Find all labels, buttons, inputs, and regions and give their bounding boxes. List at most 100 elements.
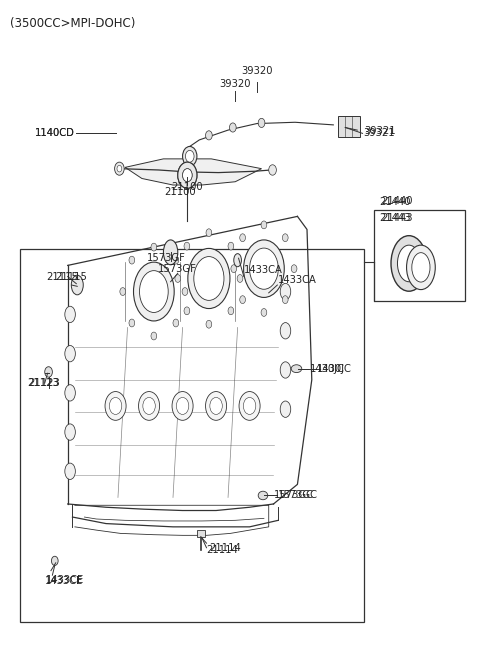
Text: 21123: 21123 [28,378,60,388]
Circle shape [143,398,156,415]
Bar [374,210,465,301]
Text: 1140CD: 1140CD [35,128,75,138]
Ellipse shape [194,257,224,301]
Circle shape [173,319,179,327]
Circle shape [291,265,297,272]
Circle shape [182,147,197,166]
Circle shape [282,234,288,242]
Bar [20,249,364,622]
Circle shape [206,320,212,328]
Text: 21443: 21443 [381,213,413,223]
Text: 21114: 21114 [209,543,240,553]
Ellipse shape [412,253,430,282]
Text: 1573GF: 1573GF [158,264,197,274]
Circle shape [184,307,190,315]
Ellipse shape [397,245,420,282]
Circle shape [205,392,227,421]
Circle shape [117,166,122,172]
Ellipse shape [280,323,291,339]
Text: 1433CA: 1433CA [244,265,283,275]
Circle shape [182,169,192,181]
Text: 1573GC: 1573GC [278,491,318,500]
Text: 39321: 39321 [364,126,396,136]
Text: 21123: 21123 [27,378,59,388]
Circle shape [172,392,193,421]
Text: 21100: 21100 [164,187,196,197]
Ellipse shape [280,401,291,417]
Ellipse shape [250,248,278,290]
Text: 21100: 21100 [171,182,203,192]
Circle shape [51,556,58,565]
Ellipse shape [234,253,241,267]
Circle shape [228,307,234,315]
Ellipse shape [188,248,230,309]
Text: 1433CE: 1433CE [45,576,83,586]
Ellipse shape [65,384,75,401]
Ellipse shape [163,240,178,265]
Text: 1430JC: 1430JC [317,364,351,373]
Circle shape [178,162,197,188]
Ellipse shape [291,365,302,373]
Circle shape [240,295,245,303]
Circle shape [243,398,256,415]
Text: 39321: 39321 [363,128,395,138]
Circle shape [206,229,212,236]
Ellipse shape [140,271,168,312]
Ellipse shape [407,245,435,290]
Ellipse shape [391,236,427,291]
Circle shape [282,295,288,303]
Circle shape [175,274,180,282]
Circle shape [185,151,194,162]
Circle shape [261,221,267,229]
Ellipse shape [243,240,284,297]
Text: 21115: 21115 [46,272,78,282]
Circle shape [115,162,124,175]
Circle shape [45,367,52,377]
Circle shape [129,319,135,327]
Text: 1573GF: 1573GF [146,253,185,263]
Circle shape [237,274,243,282]
Bar [197,530,204,536]
Circle shape [229,123,236,132]
Circle shape [176,398,189,415]
Text: 1433CA: 1433CA [278,275,317,285]
Text: 21443: 21443 [379,213,410,223]
Text: 1433CE: 1433CE [46,576,84,586]
Circle shape [231,265,237,272]
Ellipse shape [280,284,291,300]
Text: 21115: 21115 [56,272,88,282]
Text: 21440: 21440 [379,197,410,207]
Text: 21440: 21440 [381,196,413,206]
Circle shape [120,288,126,295]
Text: 1430JC: 1430JC [310,364,344,373]
Circle shape [105,392,126,421]
Text: 21114: 21114 [206,545,238,555]
Ellipse shape [280,362,291,378]
Circle shape [129,256,135,264]
Circle shape [178,162,197,188]
Text: 1140CD: 1140CD [35,128,75,138]
Circle shape [184,242,190,250]
Circle shape [261,309,267,316]
Circle shape [258,119,265,128]
Circle shape [182,169,192,181]
Polygon shape [125,159,262,185]
Circle shape [269,165,276,175]
Text: 39320: 39320 [241,66,273,75]
Ellipse shape [65,345,75,362]
Circle shape [109,398,122,415]
Circle shape [210,398,222,415]
Circle shape [228,242,234,250]
Ellipse shape [65,424,75,440]
Circle shape [182,288,188,295]
Ellipse shape [65,307,75,323]
Circle shape [151,243,157,251]
Circle shape [205,131,212,140]
Circle shape [139,392,159,421]
Ellipse shape [258,491,268,500]
Ellipse shape [72,275,83,295]
Ellipse shape [65,463,75,479]
Circle shape [173,256,179,264]
Text: 39320: 39320 [219,79,251,89]
Circle shape [239,392,260,421]
